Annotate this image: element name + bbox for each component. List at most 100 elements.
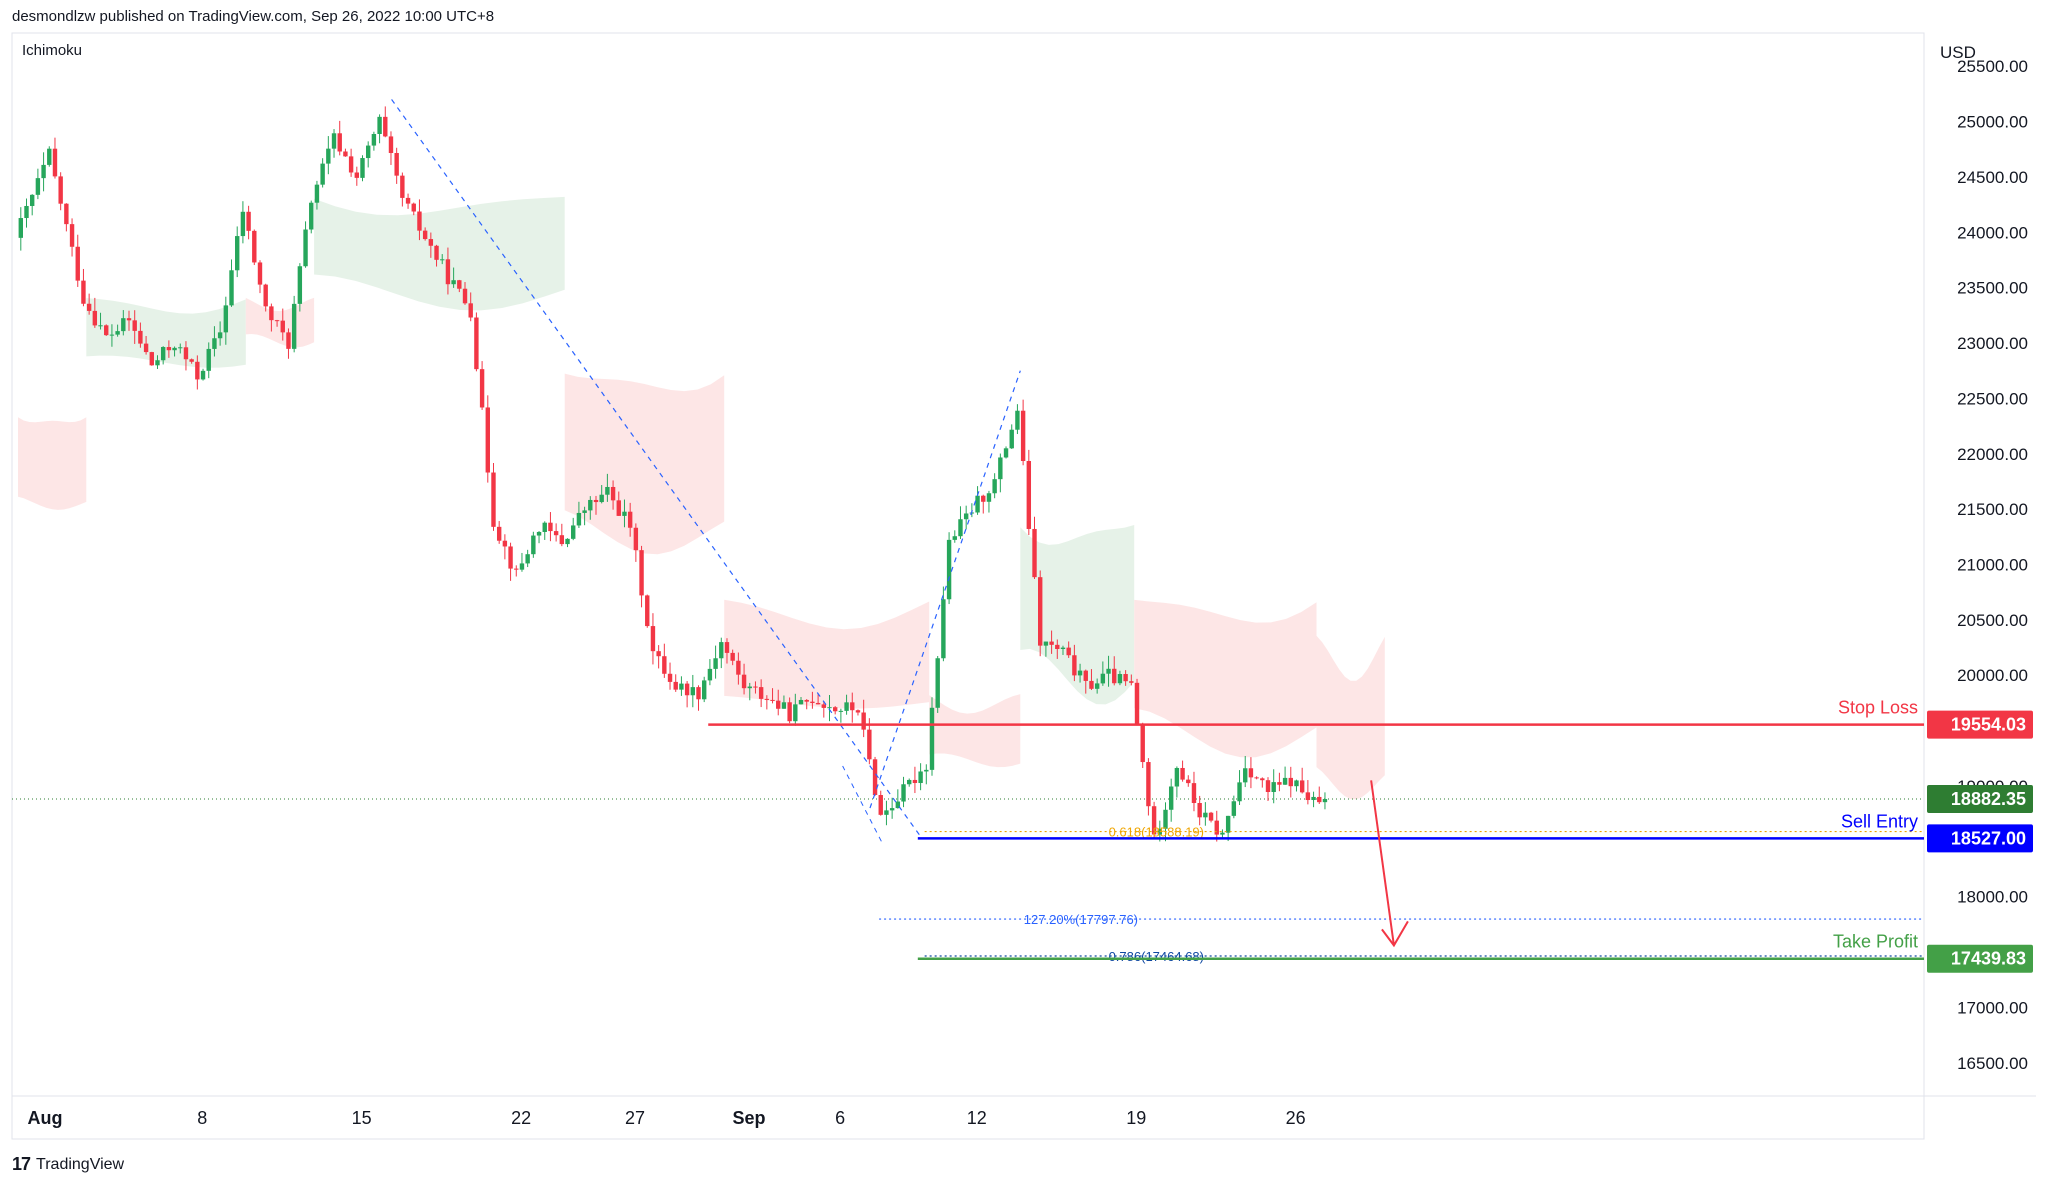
candle-body[interactable] <box>599 494 604 503</box>
candle-body[interactable] <box>838 710 844 712</box>
candle-body[interactable] <box>405 197 411 204</box>
candle[interactable] <box>1043 641 1049 657</box>
candle[interactable] <box>58 172 63 211</box>
candle-body[interactable] <box>730 652 735 661</box>
candle[interactable] <box>667 662 673 690</box>
candle[interactable] <box>240 201 246 244</box>
candle-body[interactable] <box>189 359 194 362</box>
candle-body[interactable] <box>92 310 98 326</box>
candle[interactable] <box>679 676 684 696</box>
candle[interactable] <box>1163 802 1168 842</box>
candle-body[interactable] <box>724 642 730 653</box>
candle[interactable] <box>730 649 735 666</box>
candle[interactable] <box>684 681 690 708</box>
candle-body[interactable] <box>770 699 775 701</box>
candle[interactable] <box>1197 795 1202 826</box>
candle[interactable] <box>1243 755 1248 788</box>
candle-body[interactable] <box>946 539 952 600</box>
candle[interactable] <box>1231 795 1237 819</box>
candle-body[interactable] <box>434 245 439 260</box>
candle-body[interactable] <box>1271 782 1276 793</box>
candle[interactable] <box>160 346 166 365</box>
candle-body[interactable] <box>212 338 217 349</box>
candle-body[interactable] <box>428 239 434 246</box>
candle-body[interactable] <box>1106 668 1111 674</box>
candle-body[interactable] <box>263 284 268 307</box>
candle-body[interactable] <box>1197 803 1202 818</box>
candle[interactable] <box>1140 722 1145 768</box>
candle-body[interactable] <box>1134 682 1140 724</box>
candle-body[interactable] <box>1203 812 1208 818</box>
candle[interactable] <box>1066 641 1071 658</box>
candle-body[interactable] <box>1043 641 1049 646</box>
candle[interactable] <box>793 693 798 726</box>
candle[interactable] <box>1003 446 1009 459</box>
candle-body[interactable] <box>986 493 992 502</box>
candle-body[interactable] <box>650 626 656 652</box>
candle[interactable] <box>377 114 382 144</box>
candle-body[interactable] <box>787 702 792 722</box>
candle[interactable] <box>337 120 342 156</box>
candle-body[interactable] <box>901 784 906 802</box>
candle[interactable] <box>610 480 616 510</box>
candle[interactable] <box>565 538 570 548</box>
candle[interactable] <box>958 506 963 540</box>
candle[interactable] <box>360 155 365 182</box>
candle-body[interactable] <box>479 369 485 408</box>
candle[interactable] <box>235 226 240 278</box>
candle[interactable] <box>736 652 741 685</box>
candle-body[interactable] <box>627 511 633 528</box>
candle[interactable] <box>1117 670 1123 686</box>
candle[interactable] <box>104 324 109 336</box>
candle[interactable] <box>371 131 377 151</box>
candle[interactable] <box>531 531 536 558</box>
candle-body[interactable] <box>138 330 143 344</box>
candle-body[interactable] <box>109 334 115 336</box>
candle[interactable] <box>1288 766 1293 798</box>
candle[interactable] <box>776 689 781 716</box>
candle[interactable] <box>394 147 399 184</box>
candle[interactable] <box>1083 669 1088 694</box>
candle-body[interactable] <box>1231 801 1237 816</box>
candle-body[interactable] <box>1191 783 1197 804</box>
candle-body[interactable] <box>1009 429 1014 449</box>
candle[interactable] <box>496 521 502 544</box>
candle[interactable] <box>166 340 172 358</box>
candle-body[interactable] <box>741 674 747 689</box>
candle[interactable] <box>827 694 832 722</box>
candle-body[interactable] <box>1288 777 1293 787</box>
candle-body[interactable] <box>1163 809 1168 829</box>
candle[interactable] <box>1089 669 1094 691</box>
candle-body[interactable] <box>160 347 166 361</box>
candle[interactable] <box>1282 766 1288 785</box>
candle[interactable] <box>656 645 661 669</box>
candle-body[interactable] <box>223 305 229 333</box>
candle[interactable] <box>690 674 696 708</box>
candle[interactable] <box>1100 661 1106 686</box>
candle-body[interactable] <box>855 710 861 713</box>
candle-body[interactable] <box>935 658 940 708</box>
candle-body[interactable] <box>331 133 337 149</box>
candle-body[interactable] <box>776 700 781 709</box>
candle[interactable] <box>844 694 849 715</box>
candle-body[interactable] <box>531 535 536 555</box>
candle[interactable] <box>217 321 223 346</box>
candles[interactable] <box>18 106 1328 842</box>
candle[interactable] <box>274 319 280 327</box>
candle-body[interactable] <box>588 499 593 511</box>
candle-body[interactable] <box>867 729 872 760</box>
candle[interactable] <box>929 697 935 776</box>
candle[interactable] <box>257 260 263 294</box>
candle[interactable] <box>1123 670 1128 686</box>
candle[interactable] <box>1260 777 1265 788</box>
candle[interactable] <box>206 342 211 379</box>
candle[interactable] <box>280 308 285 341</box>
candle-body[interactable] <box>485 407 490 473</box>
candle-body[interactable] <box>303 229 308 267</box>
candle[interactable] <box>189 358 194 364</box>
candle[interactable] <box>1077 663 1083 683</box>
time-axis[interactable]: Aug 8 15 22 27 Sep 6 12 19 26 <box>28 1108 1306 1128</box>
candle[interactable] <box>798 697 804 705</box>
candle[interactable] <box>115 324 120 337</box>
